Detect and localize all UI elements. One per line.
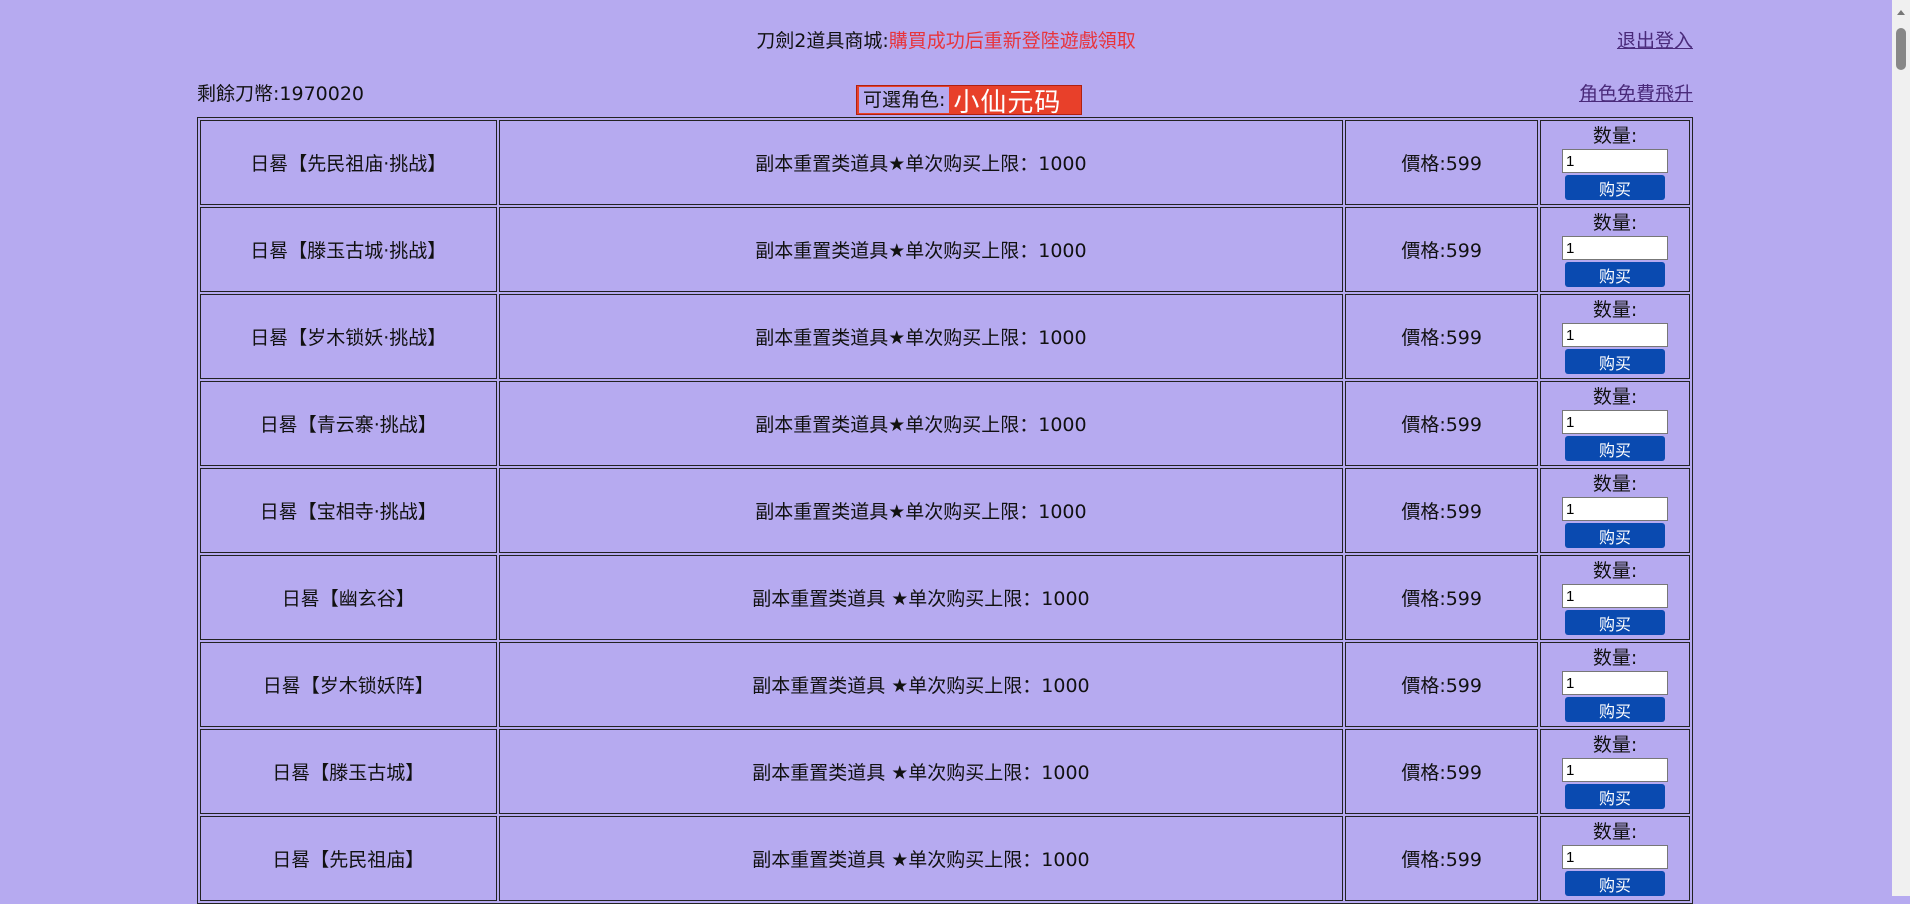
table-row: 日晷【岁木锁妖·挑战】 副本重置类道具★单次购买上限：1000 價格:599 数… <box>200 294 1690 379</box>
buy-button[interactable]: 购买 <box>1565 175 1666 200</box>
quantity-label: 数量: <box>1592 647 1638 669</box>
quantity-label: 数量: <box>1592 299 1638 321</box>
purchase-cell: 数量: 购买 <box>1540 555 1690 640</box>
item-description: 副本重置类道具★单次购买上限：1000 <box>498 207 1344 292</box>
item-price: 價格:599 <box>1345 729 1539 814</box>
logout-link[interactable]: 退出登入 <box>1616 30 1693 52</box>
purchase-cell: 数量: 购买 <box>1540 294 1690 379</box>
item-description: 副本重置类道具★单次购买上限：1000 <box>498 120 1344 205</box>
quantity-input[interactable] <box>1562 758 1669 782</box>
item-description: 副本重置类道具★单次购买上限：1000 <box>498 468 1344 553</box>
purchase-cell: 数量: 购买 <box>1540 381 1690 466</box>
quantity-input[interactable] <box>1562 323 1669 347</box>
quantity-input[interactable] <box>1562 845 1669 869</box>
free-ascension-link[interactable]: 角色免費飛升 <box>1578 83 1693 105</box>
scrollbar[interactable] <box>1892 0 1910 896</box>
item-name: 日晷【幽玄谷】 <box>200 555 497 640</box>
table-row: 日晷【宝相寺·挑战】 副本重置类道具★单次购买上限：1000 價格:599 数量… <box>200 468 1690 553</box>
quantity-label: 数量: <box>1592 821 1638 843</box>
quantity-input[interactable] <box>1562 410 1669 434</box>
quantity-input[interactable] <box>1562 236 1669 260</box>
page-title: 刀劍2道具商城:購買成功后重新登陸遊戲領取 <box>0 26 1892 53</box>
item-name: 日晷【滕玉古城】 <box>200 729 497 814</box>
quantity-label: 数量: <box>1592 212 1638 234</box>
role-label: 可選角色: <box>859 87 950 113</box>
purchase-cell: 数量: 购买 <box>1540 468 1690 553</box>
buy-button[interactable]: 购买 <box>1565 871 1666 896</box>
remaining-coins: 剩餘刀幣:1970020 <box>197 83 365 105</box>
item-name: 日晷【宝相寺·挑战】 <box>200 468 497 553</box>
item-description: 副本重置类道具 ★单次购买上限：1000 <box>498 729 1344 814</box>
item-description: 副本重置类道具 ★单次购买上限：1000 <box>498 642 1344 727</box>
item-price: 價格:599 <box>1345 120 1539 205</box>
item-description: 副本重置类道具 ★单次购买上限：1000 <box>498 816 1344 901</box>
quantity-label: 数量: <box>1592 734 1638 756</box>
buy-button[interactable]: 购买 <box>1565 436 1666 461</box>
item-price: 價格:599 <box>1345 642 1539 727</box>
quantity-input[interactable] <box>1562 497 1669 521</box>
buy-button[interactable]: 购买 <box>1565 349 1666 374</box>
quantity-input[interactable] <box>1562 671 1669 695</box>
quantity-input[interactable] <box>1562 149 1669 173</box>
buy-button[interactable]: 购买 <box>1565 610 1666 635</box>
role-name: 小仙元码 <box>953 87 1062 118</box>
item-name: 日晷【岁木锁妖·挑战】 <box>200 294 497 379</box>
table-row: 日晷【滕玉古城】 副本重置类道具 ★单次购买上限：1000 價格:599 数量:… <box>200 729 1690 814</box>
item-description: 副本重置类道具★单次购买上限：1000 <box>498 381 1344 466</box>
scrollbar-thumb[interactable] <box>1896 28 1906 70</box>
quantity-label: 数量: <box>1592 125 1638 147</box>
item-name: 日晷【滕玉古城·挑战】 <box>200 207 497 292</box>
purchase-cell: 数量: 购买 <box>1540 816 1690 901</box>
scroll-up-arrow-icon[interactable] <box>1897 10 1905 15</box>
item-price: 價格:599 <box>1345 555 1539 640</box>
buy-button[interactable]: 购买 <box>1565 697 1666 722</box>
purchase-cell: 数量: 购买 <box>1540 207 1690 292</box>
role-selector[interactable]: 可選角色: 小仙元码 <box>856 85 1082 118</box>
purchase-cell: 数量: 购买 <box>1540 120 1690 205</box>
purchase-cell: 数量: 购买 <box>1540 729 1690 814</box>
buy-button[interactable]: 购买 <box>1565 784 1666 809</box>
item-price: 價格:599 <box>1345 816 1539 901</box>
item-name: 日晷【先民祖庙】 <box>200 816 497 901</box>
buy-button[interactable]: 购买 <box>1565 523 1666 548</box>
table-row: 日晷【先民祖庙】 副本重置类道具 ★单次购买上限：1000 價格:599 数量:… <box>200 816 1690 901</box>
shop-title: 刀劍2道具商城: <box>756 30 889 52</box>
table-row: 日晷【滕玉古城·挑战】 副本重置类道具★单次购买上限：1000 價格:599 数… <box>200 207 1690 292</box>
item-name: 日晷【青云寨·挑战】 <box>200 381 497 466</box>
item-description: 副本重置类道具★单次购买上限：1000 <box>498 294 1344 379</box>
item-description: 副本重置类道具 ★单次购买上限：1000 <box>498 555 1344 640</box>
buy-button[interactable]: 购买 <box>1565 262 1666 287</box>
quantity-label: 数量: <box>1592 560 1638 582</box>
item-price: 價格:599 <box>1345 207 1539 292</box>
quantity-input[interactable] <box>1562 584 1669 608</box>
purchase-cell: 数量: 购买 <box>1540 642 1690 727</box>
table-row: 日晷【幽玄谷】 副本重置类道具 ★单次购买上限：1000 價格:599 数量: 购… <box>200 555 1690 640</box>
purchase-notice: 購買成功后重新登陸遊戲領取 <box>888 30 1136 52</box>
quantity-label: 数量: <box>1592 386 1638 408</box>
table-row: 日晷【先民祖庙·挑战】 副本重置类道具★单次购买上限：1000 價格:599 数… <box>200 120 1690 205</box>
item-price: 價格:599 <box>1345 468 1539 553</box>
item-name: 日晷【岁木锁妖阵】 <box>200 642 497 727</box>
table-row: 日晷【青云寨·挑战】 副本重置类道具★单次购买上限：1000 價格:599 数量… <box>200 381 1690 466</box>
item-price: 價格:599 <box>1345 381 1539 466</box>
item-name: 日晷【先民祖庙·挑战】 <box>200 120 497 205</box>
table-row: 日晷【岁木锁妖阵】 副本重置类道具 ★单次购买上限：1000 價格:599 数量… <box>200 642 1690 727</box>
item-price: 價格:599 <box>1345 294 1539 379</box>
item-table: 日晷【先民祖庙·挑战】 副本重置类道具★单次购买上限：1000 價格:599 数… <box>197 117 1693 904</box>
quantity-label: 数量: <box>1592 473 1638 495</box>
